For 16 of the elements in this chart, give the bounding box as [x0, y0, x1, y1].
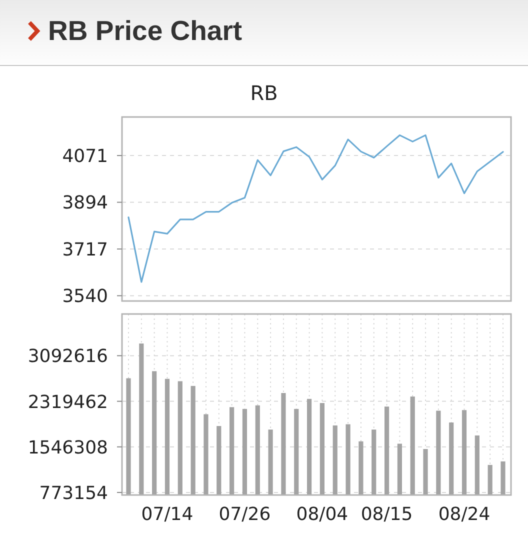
x-tick-label: 07/14 [141, 504, 194, 525]
x-tick-label: 08/24 [438, 504, 490, 525]
x-tick-label: 08/15 [360, 504, 413, 525]
line-series [128, 134, 504, 283]
chart-title: RB Price Chart [48, 15, 242, 46]
x-tick-label: 07/26 [218, 504, 271, 525]
y-tick-label: 3894 [62, 192, 108, 214]
y-tick-label: 3092616 [28, 346, 108, 368]
x-tick-label: 08/04 [296, 504, 348, 525]
y-tick-label: 4071 [62, 146, 108, 168]
y-tick-label: 3540 [62, 286, 108, 308]
y-tick-label: 1546308 [28, 437, 108, 458]
y-tick-label: 773154 [39, 482, 108, 504]
chart-subtitle: RB [250, 81, 278, 105]
y-tick-label: 3717 [62, 239, 108, 260]
y-tick-label: 2319462 [28, 392, 108, 413]
